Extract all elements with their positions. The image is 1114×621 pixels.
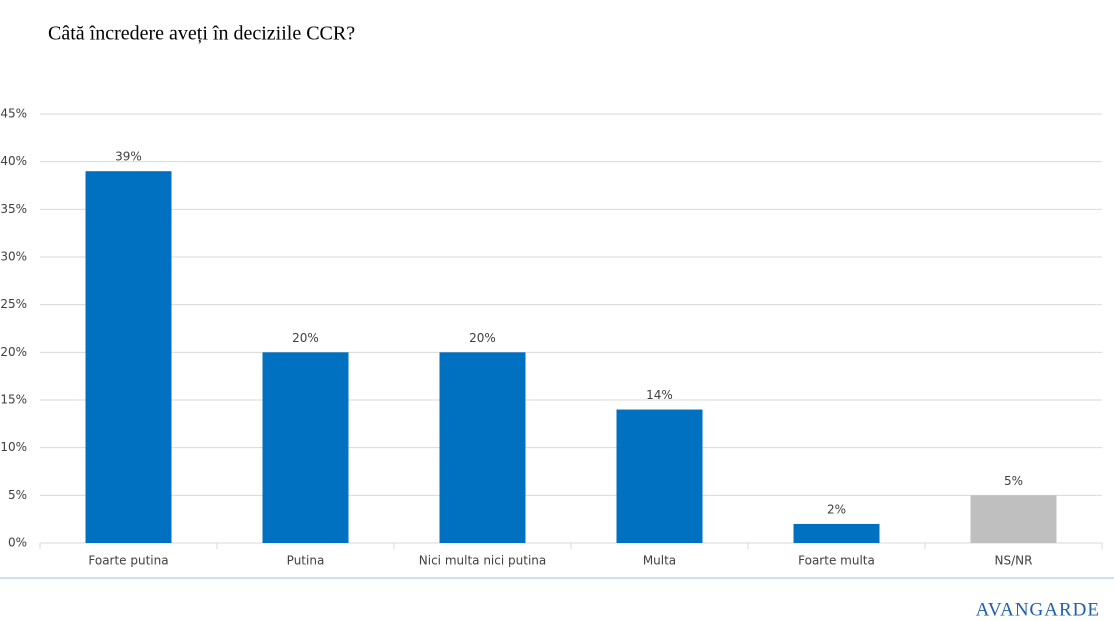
y-tick-label: 10% [0, 440, 27, 454]
bar [85, 171, 172, 543]
logo: AVANGARDE [976, 599, 1100, 620]
y-tick-label: 40% [0, 154, 27, 168]
y-tick-label: 35% [0, 202, 27, 216]
value-label: 14% [646, 388, 673, 402]
bar [439, 352, 526, 543]
x-tick-label: Multa [643, 554, 676, 568]
value-label: 39% [115, 150, 142, 164]
y-tick-label: 0% [8, 536, 27, 550]
y-tick-label: 25% [0, 297, 27, 311]
x-tick-label: Nici multa nici putina [419, 554, 546, 568]
y-tick-label: 45% [0, 107, 27, 121]
y-tick-label: 5% [8, 488, 27, 502]
x-tick-label: NS/NR [995, 554, 1033, 568]
bar [970, 495, 1057, 543]
y-tick-label: 20% [0, 345, 27, 359]
bar [262, 352, 349, 543]
x-tick-label: Foarte putina [88, 554, 168, 568]
value-label: 20% [292, 331, 319, 345]
value-label: 20% [469, 331, 496, 345]
x-tick-label: Foarte multa [798, 554, 875, 568]
value-label: 5% [1004, 474, 1023, 488]
y-tick-label: 15% [0, 393, 27, 407]
chart-title: Câtă încredere aveți în deciziile CCR? [48, 23, 355, 45]
bar [793, 523, 880, 543]
y-tick-label: 30% [0, 250, 27, 264]
x-tick-label: Putina [287, 554, 325, 568]
value-label: 2% [827, 502, 846, 516]
bar [616, 409, 703, 543]
